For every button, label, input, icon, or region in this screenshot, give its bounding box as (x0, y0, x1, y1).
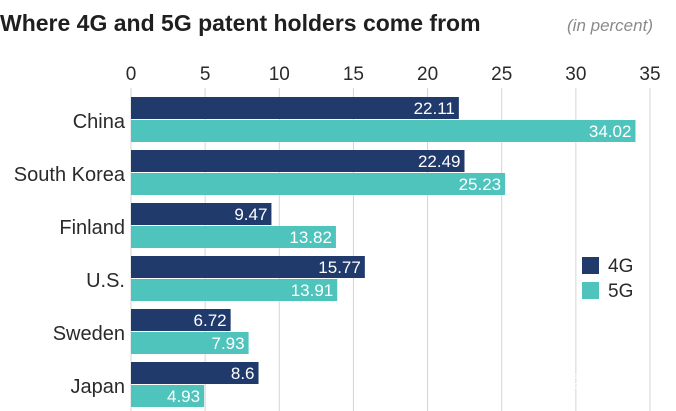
category-label: China (73, 111, 126, 133)
legend-label-5g: 5G (608, 281, 633, 302)
bar-value-label: 4.93 (167, 387, 200, 406)
x-tick-label: 15 (343, 64, 364, 85)
bar-5g-japan (131, 385, 205, 407)
bar-value-label: 7.93 (211, 334, 244, 353)
category-label: South Korea (14, 164, 126, 186)
watermark: 知乎 @孔老师 (528, 371, 635, 390)
bar-4g-finland (131, 203, 272, 225)
bar-value-label: 25.23 (459, 175, 502, 194)
bar-5g-china (131, 120, 636, 142)
x-tick-label: 30 (565, 64, 586, 85)
value-labels: 22.11 34.02 22.49 25.23 9.47 13.82 15.77 13.91 6… (167, 99, 631, 406)
category-label: Finland (59, 217, 125, 239)
x-tick-label: 0 (126, 64, 137, 85)
bar-value-label: 6.72 (194, 311, 227, 330)
bar-4g-japan (131, 362, 259, 384)
bars (131, 97, 636, 407)
bar-value-label: 13.82 (289, 228, 332, 247)
bar-5g-south-korea (131, 173, 506, 195)
x-tick-label: 10 (269, 64, 290, 85)
bar-value-label: 34.02 (589, 122, 632, 141)
category-label: Japan (71, 376, 126, 398)
bar-value-label: 22.49 (418, 152, 461, 171)
x-tick-label: 5 (200, 64, 211, 85)
bar-value-label: 8.6 (231, 364, 255, 383)
bar-4g-china (131, 97, 459, 119)
category-labels: China South Korea Finland U.S. Sweden Japan (14, 111, 126, 398)
category-label: Sweden (53, 323, 125, 345)
chart-title: Where 4G and 5G patent holders come from (0, 10, 481, 36)
category-label: U.S. (86, 270, 125, 292)
bar-5g-finland (131, 226, 336, 248)
bar-value-label: 13.91 (291, 281, 334, 300)
chart-subtitle: (in percent) (567, 16, 653, 35)
x-tick-label: 20 (417, 64, 438, 85)
x-tick-label: 25 (491, 64, 512, 85)
legend-swatch-4g (582, 257, 599, 274)
legend-label-4g: 4G (608, 256, 633, 277)
bar-value-label: 9.47 (234, 205, 267, 224)
bar-4g-sweden (131, 309, 231, 331)
bar-5g-sweden (131, 332, 249, 354)
bar-4g-south-korea (131, 150, 465, 172)
legend-swatch-5g (582, 282, 599, 299)
bar-5g-u-s- (131, 279, 338, 301)
bar-value-label: 15.77 (318, 258, 361, 277)
bar-value-label: 22.11 (414, 99, 455, 118)
x-axis-ticks: 0 5 10 15 20 25 30 35 (126, 64, 661, 85)
bar-4g-u-s- (131, 256, 365, 278)
x-tick-label: 35 (639, 64, 660, 85)
